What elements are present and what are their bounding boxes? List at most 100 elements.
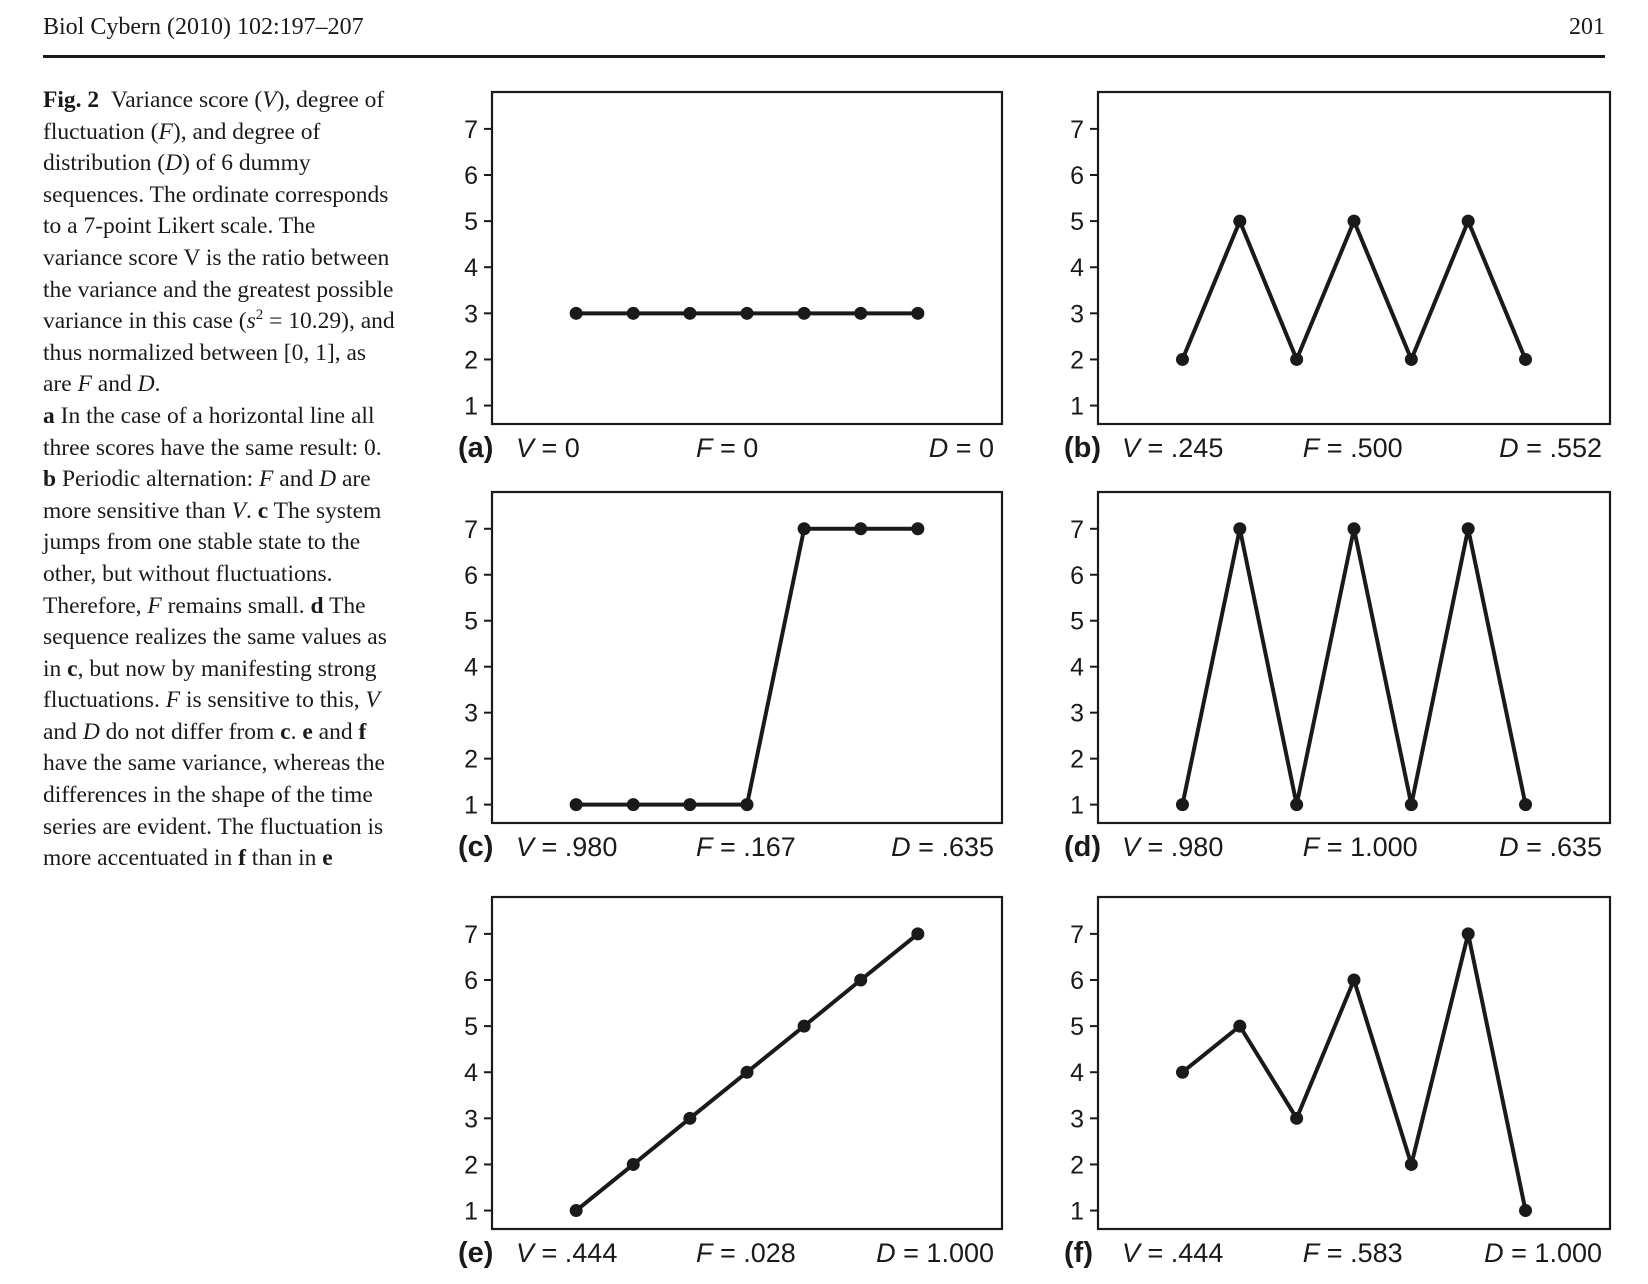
panel-label: (d) bbox=[1064, 831, 1101, 863]
y-tick-label: 3 bbox=[464, 700, 478, 728]
data-point bbox=[911, 927, 925, 941]
y-tick-label: 5 bbox=[464, 1013, 478, 1041]
v-score-annotation: V = .245 bbox=[1122, 433, 1223, 463]
data-point bbox=[1290, 352, 1304, 366]
plot-frame bbox=[1096, 895, 1612, 1231]
f-score-annotation: F = .500 bbox=[1303, 433, 1403, 463]
y-tick-label: 4 bbox=[1070, 254, 1084, 282]
y-tick-label: 1 bbox=[464, 792, 478, 820]
y-tick-label: 2 bbox=[464, 346, 478, 374]
y-tick-label: 7 bbox=[464, 516, 478, 544]
y-tick-label: 5 bbox=[1070, 1013, 1084, 1041]
v-score-annotation: V = .444 bbox=[516, 1238, 617, 1268]
y-tick-label: 6 bbox=[1070, 162, 1084, 190]
data-point bbox=[740, 306, 754, 320]
y-tick-label: 6 bbox=[464, 562, 478, 590]
y-tick-label: 1 bbox=[464, 1198, 478, 1226]
y-tick-label: 7 bbox=[1070, 921, 1084, 949]
y-tick-label: 2 bbox=[464, 1151, 478, 1179]
y-tick-label: 3 bbox=[1070, 1105, 1084, 1133]
y-tick-label: 5 bbox=[1070, 208, 1084, 236]
data-point bbox=[854, 973, 868, 987]
panel-label: (c) bbox=[458, 831, 493, 863]
data-point bbox=[626, 306, 640, 320]
plot-frame bbox=[490, 895, 1004, 1231]
plot-frame bbox=[1096, 90, 1612, 426]
data-point bbox=[1233, 214, 1247, 228]
y-tick-label: 2 bbox=[1070, 746, 1084, 774]
data-point bbox=[797, 522, 811, 536]
y-tick-label: 1 bbox=[1070, 393, 1084, 421]
data-point bbox=[1519, 1204, 1533, 1218]
y-tick-label: 1 bbox=[1070, 1198, 1084, 1226]
d-score-annotation: D = 1.000 bbox=[1484, 1238, 1602, 1268]
y-tick-label: 4 bbox=[1070, 1059, 1084, 1087]
chart-panel-e: 1 2 3 4 5 6 7 (e) V = .444 F = .028 D = 1.000 bbox=[458, 895, 1004, 1269]
data-point bbox=[626, 1157, 640, 1171]
plot-frame bbox=[1096, 490, 1612, 825]
y-tick-label: 4 bbox=[464, 654, 478, 682]
chart-panel-f: 1 2 3 4 5 6 7 (f) V = .444 F = .583 D = 1.000 bbox=[1064, 895, 1612, 1269]
y-tick-label: 7 bbox=[1070, 116, 1084, 144]
figure-caption: Fig. 2 Variance score (V), degree of flu… bbox=[43, 87, 395, 872]
f-score-annotation: F = 0 bbox=[696, 433, 758, 463]
series-line bbox=[1180, 528, 1528, 806]
data-point bbox=[569, 1204, 583, 1218]
data-point bbox=[1461, 214, 1475, 228]
data-point bbox=[569, 798, 583, 812]
v-score-annotation: V = .444 bbox=[1122, 1238, 1223, 1268]
v-score-annotation: V = .980 bbox=[516, 832, 617, 862]
y-tick-label: 1 bbox=[464, 393, 478, 421]
data-point bbox=[1404, 798, 1418, 812]
y-tick-label: 3 bbox=[464, 1105, 478, 1133]
data-point bbox=[1404, 352, 1418, 366]
data-point bbox=[683, 798, 697, 812]
y-tick-label: 6 bbox=[1070, 967, 1084, 995]
y-tick-label: 4 bbox=[464, 1059, 478, 1087]
d-score-annotation: D = 0 bbox=[929, 433, 994, 463]
d-score-annotation: D = .552 bbox=[1499, 433, 1602, 463]
f-score-annotation: F = .167 bbox=[696, 832, 796, 862]
data-point bbox=[1233, 1019, 1247, 1033]
y-tick-label: 1 bbox=[1070, 792, 1084, 820]
f-score-annotation: F = 1.000 bbox=[1303, 832, 1418, 862]
data-point bbox=[1290, 1111, 1304, 1125]
data-point bbox=[1404, 1157, 1418, 1171]
d-score-annotation: D = 1.000 bbox=[876, 1238, 994, 1268]
y-tick-label: 5 bbox=[1070, 608, 1084, 636]
data-point bbox=[854, 522, 868, 536]
y-tick-label: 4 bbox=[464, 254, 478, 282]
plot-frame bbox=[490, 490, 1004, 825]
data-point bbox=[1519, 798, 1533, 812]
data-point bbox=[1347, 214, 1361, 228]
data-point bbox=[1461, 522, 1475, 536]
caption-label: Fig. 2 bbox=[43, 87, 100, 113]
data-point bbox=[740, 1065, 754, 1079]
data-point bbox=[1233, 522, 1247, 536]
data-point bbox=[683, 1111, 697, 1125]
y-tick-label: 6 bbox=[1070, 562, 1084, 590]
data-point bbox=[911, 522, 925, 536]
y-tick-label: 2 bbox=[1070, 1151, 1084, 1179]
header-rule bbox=[43, 55, 1605, 58]
data-point bbox=[569, 306, 583, 320]
y-tick-label: 6 bbox=[464, 967, 478, 995]
y-tick-label: 2 bbox=[1070, 346, 1084, 374]
chart-panel-b: 1 2 3 4 5 6 7 (b) V = .245 F = .500 D = .552 bbox=[1064, 90, 1612, 464]
data-point bbox=[1347, 973, 1361, 987]
chart-panel-a: 1 2 3 4 5 6 7 (a) V = 0 F = 0 D = 0 bbox=[458, 90, 1004, 464]
running-head: Biol Cybern (2010) 102:197–207 201 bbox=[43, 14, 1605, 54]
series-line bbox=[1180, 215, 1528, 365]
data-point bbox=[1175, 798, 1189, 812]
f-score-annotation: F = .028 bbox=[696, 1238, 796, 1268]
chart-panel-d: 1 2 3 4 5 6 7 (d) V = .980 F = 1.000 D = .635 bbox=[1064, 490, 1612, 863]
series-line bbox=[576, 526, 918, 807]
d-score-annotation: D = .635 bbox=[891, 832, 994, 862]
journal-citation: Biol Cybern (2010) 102:197–207 bbox=[43, 14, 364, 40]
data-point bbox=[626, 798, 640, 812]
y-tick-label: 7 bbox=[1070, 516, 1084, 544]
y-tick-label: 3 bbox=[464, 300, 478, 328]
y-tick-label: 2 bbox=[464, 746, 478, 774]
data-point bbox=[1519, 352, 1533, 366]
y-tick-label: 7 bbox=[464, 116, 478, 144]
